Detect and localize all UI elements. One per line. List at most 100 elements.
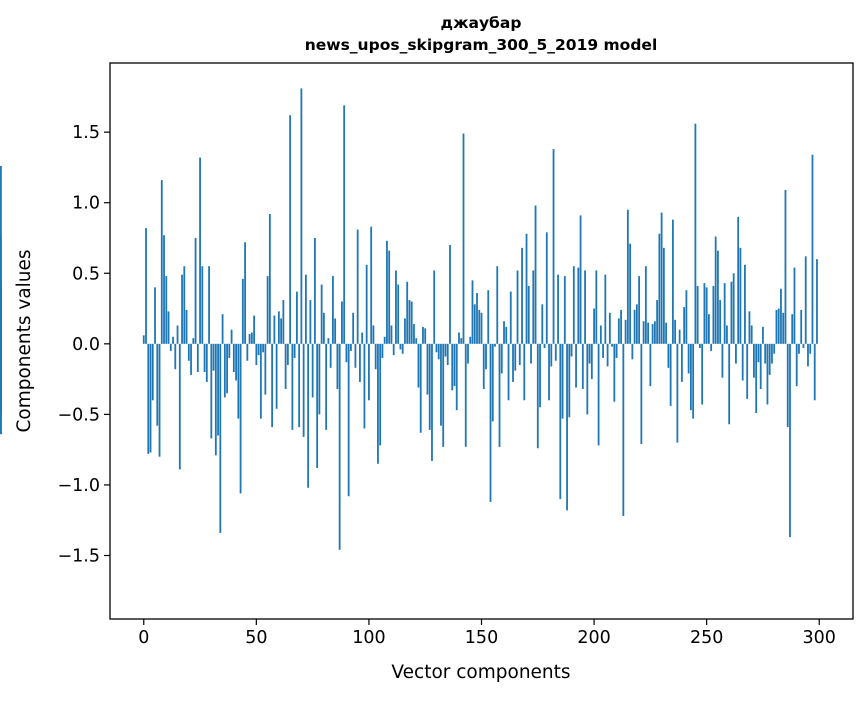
bar <box>496 266 499 344</box>
bar <box>660 212 663 344</box>
bar <box>214 343 217 456</box>
bar <box>307 343 310 488</box>
y-tick-label: −1.5 <box>58 546 101 566</box>
bar <box>232 343 235 373</box>
bar <box>687 343 690 374</box>
bar <box>264 343 267 395</box>
y-tick-label: 0.5 <box>72 264 100 284</box>
bar <box>764 343 767 364</box>
bar <box>548 343 550 401</box>
bar <box>750 325 753 344</box>
bar <box>554 343 557 361</box>
bar <box>309 300 312 344</box>
bar <box>775 309 778 344</box>
bar <box>205 343 208 382</box>
bar <box>304 274 307 344</box>
bar <box>489 343 492 502</box>
bar <box>241 278 244 344</box>
bar <box>390 325 393 344</box>
bar <box>356 229 359 344</box>
bar <box>557 274 559 344</box>
bar <box>798 343 800 354</box>
bar <box>392 343 395 356</box>
bar <box>730 281 733 344</box>
bar <box>352 312 355 344</box>
bar <box>816 259 818 344</box>
bar <box>190 343 192 375</box>
bar <box>174 343 177 370</box>
bar <box>662 247 665 344</box>
bar <box>368 343 370 401</box>
bar <box>521 247 523 344</box>
bar <box>325 343 328 430</box>
bar <box>638 276 641 344</box>
bar <box>255 343 258 365</box>
bar <box>302 343 305 437</box>
bar <box>471 280 474 344</box>
bar <box>347 343 350 497</box>
bar <box>532 270 535 344</box>
bar <box>482 343 485 389</box>
bar <box>381 343 384 358</box>
bar <box>748 311 751 344</box>
bar <box>766 343 769 405</box>
bar <box>401 343 404 354</box>
bar <box>453 343 456 387</box>
bar <box>469 336 472 344</box>
bar <box>172 336 174 344</box>
bar <box>417 343 420 388</box>
bar <box>608 312 611 344</box>
bar <box>680 343 683 382</box>
bar <box>370 226 373 344</box>
bar <box>757 343 760 363</box>
bar <box>219 343 222 533</box>
bar <box>223 343 226 398</box>
bar <box>311 343 314 398</box>
bar <box>257 343 260 356</box>
bar <box>566 343 568 511</box>
bar <box>620 309 622 344</box>
bar <box>237 343 240 419</box>
x-tick-label: 50 <box>245 628 267 648</box>
chart-title-line-1: джаубар <box>441 14 522 32</box>
bar <box>228 343 231 358</box>
bar <box>181 274 183 344</box>
bar <box>703 283 706 344</box>
bar <box>327 338 330 344</box>
bar <box>507 343 510 401</box>
bar <box>674 319 677 344</box>
bar <box>658 233 661 344</box>
bar <box>286 343 289 365</box>
bar <box>460 338 463 344</box>
bar <box>467 343 469 364</box>
bar <box>653 321 656 344</box>
bar <box>512 343 514 382</box>
bar <box>291 343 294 430</box>
y-tick-label: 0.0 <box>72 335 100 355</box>
bar <box>712 285 715 344</box>
bar <box>708 314 710 344</box>
bar <box>793 267 796 344</box>
bar <box>426 343 429 395</box>
bar <box>500 343 503 374</box>
bar <box>590 343 593 380</box>
bar <box>446 343 449 365</box>
bar <box>813 343 816 401</box>
bar <box>259 343 262 419</box>
bar <box>192 338 195 344</box>
bar <box>746 343 749 399</box>
bar <box>343 105 346 344</box>
bar <box>298 343 301 428</box>
bar <box>539 343 541 408</box>
bar <box>199 157 201 344</box>
bar <box>196 343 199 373</box>
y-tick-label: 1.0 <box>72 194 100 214</box>
bar <box>455 343 458 411</box>
bar <box>293 343 296 358</box>
bar <box>586 343 589 415</box>
bar <box>163 235 165 344</box>
bar <box>282 300 285 344</box>
bar <box>804 256 807 344</box>
bar <box>541 304 544 344</box>
